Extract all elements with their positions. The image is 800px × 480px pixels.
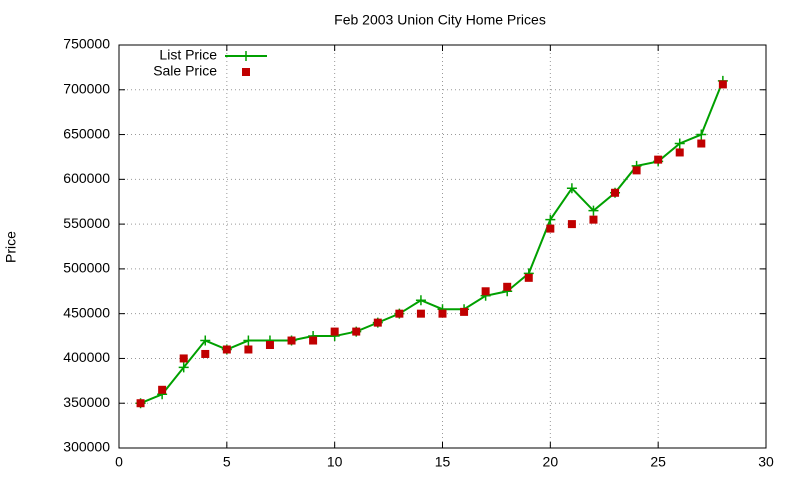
y-axis-label: Price xyxy=(3,231,19,263)
y-tick-label: 550000 xyxy=(63,215,110,231)
point-marker xyxy=(697,139,706,148)
point-marker xyxy=(373,318,382,327)
point-marker xyxy=(460,307,469,316)
x-tick-label: 15 xyxy=(435,454,451,470)
point-marker xyxy=(330,327,339,336)
point-marker xyxy=(546,224,555,233)
x-tick-label: 25 xyxy=(650,454,666,470)
x-tick-label: 0 xyxy=(115,454,123,470)
x-tick-label: 20 xyxy=(543,454,559,470)
point-marker xyxy=(309,336,318,345)
x-tick-label: 10 xyxy=(327,454,343,470)
point-marker xyxy=(178,362,189,373)
point-marker xyxy=(503,282,512,291)
point-marker xyxy=(136,399,145,408)
point-marker xyxy=(718,80,727,89)
legend-label: Sale Price xyxy=(153,63,217,79)
point-marker xyxy=(566,183,577,194)
point-marker xyxy=(611,188,620,197)
point-marker xyxy=(589,215,598,224)
x-tick-label: 30 xyxy=(758,454,774,470)
point-marker xyxy=(158,385,167,394)
point-marker xyxy=(567,220,576,229)
point-marker xyxy=(654,155,663,164)
point-marker xyxy=(179,354,188,363)
point-marker xyxy=(416,309,425,318)
point-marker xyxy=(352,327,361,336)
point-marker xyxy=(244,345,253,354)
point-marker xyxy=(243,335,254,346)
y-tick-label: 500000 xyxy=(63,260,110,276)
plot-border xyxy=(118,44,767,449)
legend-label: List Price xyxy=(159,47,217,63)
legend-marker xyxy=(241,51,251,61)
point-marker xyxy=(395,309,404,318)
y-tick-label: 650000 xyxy=(63,125,110,141)
point-marker xyxy=(287,336,296,345)
y-tick-label: 750000 xyxy=(63,36,110,52)
series-line xyxy=(140,80,724,405)
y-tick-label: 700000 xyxy=(63,80,110,96)
x-tick-label: 5 xyxy=(223,454,231,470)
point-marker xyxy=(674,138,685,149)
point-marker xyxy=(222,345,231,354)
y-tick-label: 350000 xyxy=(63,394,110,410)
y-tick-label: 300000 xyxy=(63,439,110,455)
y-tick-label: 600000 xyxy=(63,170,110,186)
y-tick-label: 400000 xyxy=(63,349,110,365)
point-marker xyxy=(588,205,599,216)
point-marker xyxy=(481,287,490,296)
point-marker xyxy=(265,341,274,350)
point-marker xyxy=(201,349,210,358)
point-marker xyxy=(438,309,447,318)
legend-marker xyxy=(242,68,250,76)
y-tick-label: 450000 xyxy=(63,304,110,320)
point-marker xyxy=(696,129,707,140)
point-marker xyxy=(545,214,556,225)
point-marker xyxy=(524,273,533,282)
chart-title: Feb 2003 Union City Home Prices xyxy=(334,12,546,28)
point-marker xyxy=(200,335,211,346)
point-marker xyxy=(632,166,641,175)
point-marker xyxy=(675,148,684,157)
point-marker xyxy=(415,295,426,306)
